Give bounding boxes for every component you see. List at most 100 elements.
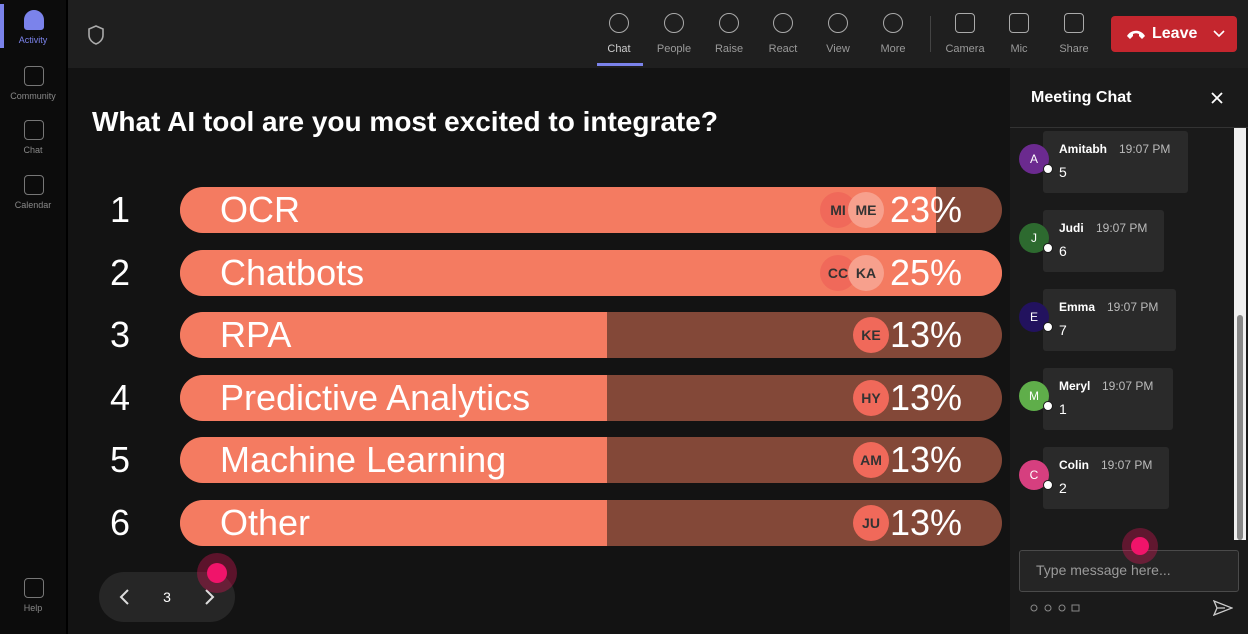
rail-label: Help	[23, 603, 43, 613]
status-dot	[1043, 480, 1053, 490]
toolbar-label: View	[826, 43, 850, 55]
voter-avatar: AM	[853, 442, 889, 478]
leave-label: Leave	[1152, 25, 1198, 42]
format-icons[interactable]	[1028, 602, 1088, 614]
message-bubble	[1043, 289, 1176, 351]
cursor-dot	[207, 563, 227, 583]
toolbar-icon[interactable]	[609, 13, 629, 33]
toolbar-icon[interactable]	[719, 13, 739, 33]
sender-name: Colin	[1059, 458, 1089, 472]
toolbar-icon[interactable]	[883, 13, 903, 33]
option-rank: 2	[109, 251, 131, 293]
option-percent: 23%	[889, 189, 962, 230]
message-bubble	[1043, 447, 1169, 509]
meeting-toolbar	[68, 0, 1248, 68]
toolbar-label: Camera	[945, 43, 985, 55]
hangup-icon	[1127, 30, 1145, 39]
toolbar-icon[interactable]	[773, 13, 793, 33]
option-label: RPA	[220, 314, 292, 355]
option-rank: 5	[109, 439, 131, 480]
rail-icon[interactable]	[24, 10, 44, 30]
close-button[interactable]	[1210, 91, 1224, 105]
sender-avatar: J	[1019, 223, 1049, 253]
sender-avatar: C	[1019, 460, 1049, 490]
option-rank: 4	[109, 376, 131, 418]
next-button[interactable]	[202, 588, 216, 606]
shield-icon	[88, 25, 104, 45]
rail-label: Community	[10, 91, 56, 101]
option-label: Machine Learning	[220, 439, 507, 480]
voter-avatar: HY	[853, 379, 889, 416]
app-rail	[0, 0, 66, 634]
status-dot	[1043, 164, 1053, 174]
option-rank: 1	[109, 189, 131, 230]
option-fill	[180, 374, 608, 421]
leave-menu[interactable]	[1212, 29, 1226, 39]
message-input[interactable]	[1019, 550, 1239, 592]
voter-avatar: ME	[848, 192, 884, 228]
sender-name: Meryl	[1059, 379, 1091, 393]
toolbar-icon[interactable]	[955, 13, 975, 33]
rail-icon[interactable]	[24, 66, 44, 86]
poll-question: What AI tool are you most excited to int…	[92, 106, 718, 137]
option-rank: 3	[109, 314, 131, 355]
page-number: 3	[163, 589, 171, 605]
chat-title: Meeting Chat	[1031, 89, 1132, 106]
toolbar-label: Raise	[714, 43, 744, 55]
toolbar-selected	[597, 63, 643, 66]
toolbar-icon[interactable]	[1009, 13, 1029, 33]
rail-label: Calendar	[14, 200, 52, 210]
scroll-thumb[interactable]	[1237, 315, 1243, 540]
message-time: 19:07 PM	[1096, 221, 1148, 235]
message-bubble	[1043, 210, 1164, 272]
sender-name: Judi	[1059, 221, 1084, 235]
sender-name: Amitabh	[1059, 142, 1107, 156]
message-bubble	[1043, 131, 1188, 193]
option-percent: 13%	[889, 314, 962, 355]
status-dot	[1043, 322, 1053, 332]
option-percent: 25%	[889, 251, 962, 293]
sender-name: Emma	[1059, 300, 1096, 314]
option-label: Other	[220, 501, 311, 543]
option-label: OCR	[220, 189, 300, 230]
prev-button[interactable]	[118, 588, 132, 606]
option-percent: 13%	[889, 376, 962, 418]
status-dot	[1043, 401, 1053, 411]
toolbar-icon[interactable]	[664, 13, 684, 33]
message-time: 19:07 PM	[1119, 142, 1171, 156]
option-percent: 13%	[889, 501, 962, 543]
message-text: 6	[1059, 243, 1067, 259]
status-dot	[1043, 243, 1053, 253]
option-percent: 13%	[889, 439, 962, 480]
message-time: 19:07 PM	[1101, 458, 1153, 472]
option-label: Chatbots	[220, 251, 365, 293]
send-button[interactable]	[1213, 600, 1233, 616]
message-text: 5	[1059, 164, 1067, 180]
toolbar-label: Share	[1059, 43, 1089, 55]
message-text: 2	[1059, 480, 1067, 496]
message-time: 19:07 PM	[1107, 300, 1159, 314]
message-time: 19:07 PM	[1102, 379, 1154, 393]
message-text: 7	[1059, 322, 1067, 338]
option-label: Predictive Analytics	[220, 376, 531, 418]
rail-icon[interactable]	[24, 578, 44, 598]
input-placeholder: Type message here...	[1036, 562, 1171, 578]
rail-label: Activity	[18, 35, 48, 45]
rail-icon[interactable]	[24, 120, 44, 140]
toolbar-divider	[930, 16, 931, 52]
voter-avatar: KE	[853, 317, 889, 353]
toolbar-icon[interactable]	[828, 13, 848, 33]
option-fill	[180, 312, 608, 358]
sender-avatar: E	[1019, 302, 1049, 332]
separator	[1010, 127, 1248, 128]
cursor-dot	[1131, 537, 1149, 555]
toolbar-label: Mic	[1010, 43, 1028, 55]
option-rank: 6	[109, 501, 131, 543]
message-bubble	[1043, 368, 1173, 430]
toolbar-label: React	[768, 43, 798, 55]
toolbar-icon[interactable]	[1064, 13, 1084, 33]
rail-icon[interactable]	[24, 175, 44, 195]
toolbar-label: Chat	[607, 43, 631, 55]
voter-avatar: KA	[848, 254, 884, 291]
